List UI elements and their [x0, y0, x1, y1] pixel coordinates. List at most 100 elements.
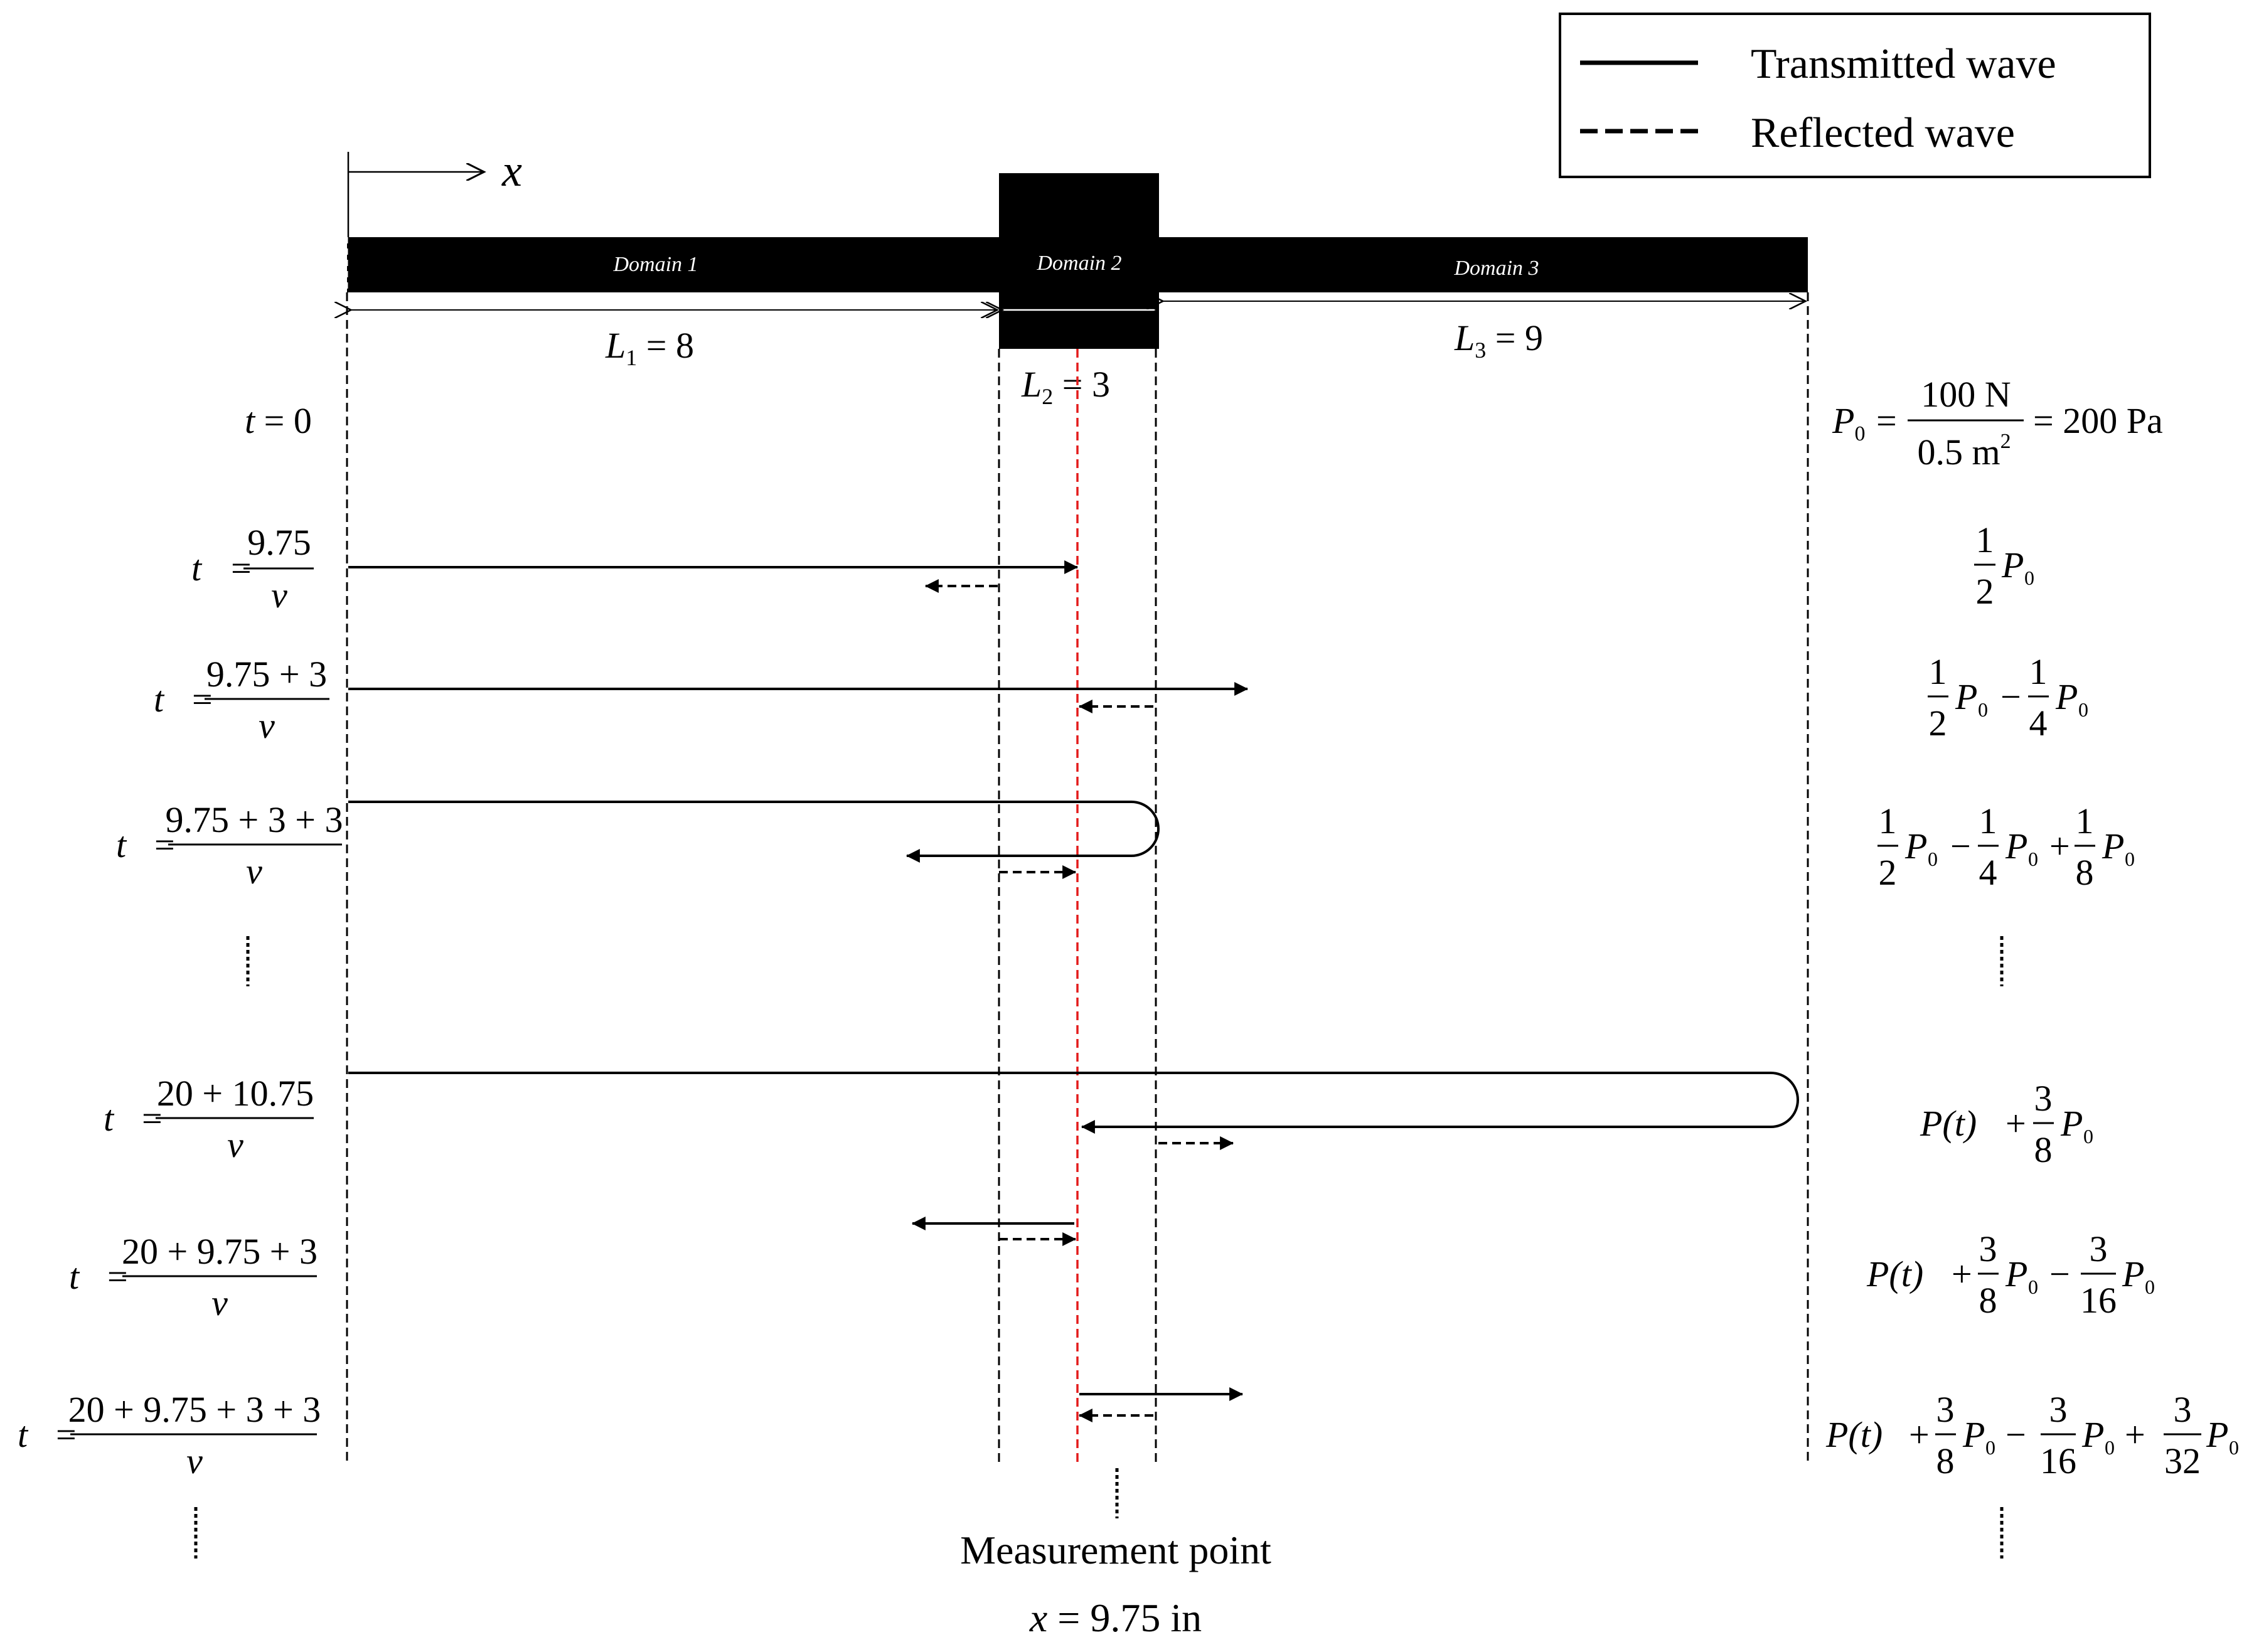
svg-text:v: v [211, 1282, 228, 1323]
legend: Transmitted wave Reflected wave [1559, 13, 2151, 178]
svg-text:P: P [2206, 1414, 2228, 1455]
transmitted-reflected-loop [348, 801, 1160, 863]
svg-text:0: 0 [1978, 698, 1988, 721]
pressure-row-4: 1 2 P 0 − 1 4 P 0 + 1 8 P 0 [1877, 801, 2135, 893]
svg-text:2: 2 [1976, 571, 1994, 612]
svg-text:P: P [2060, 1103, 2083, 1144]
legend-reflected-label: Reflected wave [1751, 109, 2015, 156]
boundary-lines [346, 292, 1809, 1466]
svg-text:P: P [2005, 826, 2027, 866]
svg-text:0: 0 [1985, 1436, 1995, 1459]
pressure-row-2: 1 2 P 0 [1974, 520, 2034, 612]
dimension-lines [350, 301, 1805, 310]
svg-text:t: t [18, 1414, 29, 1455]
svg-text:1: 1 [1929, 651, 1947, 692]
svg-text:0: 0 [2145, 1276, 2155, 1298]
domain-2-block [999, 173, 1159, 349]
transmitted-reflected-loop [348, 1072, 1799, 1134]
svg-text:9.75 + 3: 9.75 + 3 [206, 654, 327, 695]
svg-text:0: 0 [2105, 1436, 2115, 1459]
domain-bar: Domain 1 Domain 2 Domain 3 [346, 173, 1808, 349]
svg-text:v: v [259, 705, 275, 746]
pressure-row-3: 1 2 P 0 − 1 4 P 0 [1928, 651, 2088, 743]
svg-text:+: + [1909, 1414, 1930, 1455]
length-labels: L1 = 8 L2 = 3 L3 = 9 [605, 317, 1543, 409]
svg-text:P: P [2081, 1414, 2104, 1455]
pressure-labels: P0 = 100 N 0.5 m2 = 200 Pa 1 2 P 0 1 2 P… [1825, 374, 2239, 1481]
svg-text:0: 0 [2078, 698, 2088, 721]
svg-text:P: P [1955, 676, 1977, 717]
svg-text:3: 3 [2174, 1389, 2192, 1430]
svg-text:0.5 m2: 0.5 m2 [1917, 430, 2011, 472]
svg-text:t: t [116, 824, 127, 865]
svg-text:3: 3 [1979, 1228, 1997, 1269]
svg-text:3: 3 [1936, 1389, 1955, 1430]
svg-text:t: t [104, 1098, 115, 1139]
svg-text:1: 1 [2029, 651, 2048, 692]
svg-text:P(t): P(t) [1866, 1254, 1923, 1294]
svg-text:1: 1 [1976, 520, 1994, 560]
svg-text:1: 1 [2076, 801, 2094, 841]
svg-text:t: t [191, 548, 203, 589]
time-row-7: t = 20 + 9.75 + 3 + 3 v [18, 1389, 321, 1481]
svg-text:2: 2 [1929, 703, 1947, 743]
svg-text:P: P [2102, 826, 2124, 866]
legend-transmitted-label: Transmitted wave [1751, 40, 2056, 87]
l3-label: L3 = 9 [1454, 317, 1543, 363]
svg-text:0: 0 [1928, 848, 1938, 870]
x-axis-indicator: x [347, 146, 522, 237]
l2-label: L2 = 3 [1021, 364, 1110, 409]
svg-text:t: t [154, 679, 165, 720]
svg-text:+: + [2125, 1414, 2145, 1455]
svg-text:+: + [2049, 826, 2070, 866]
svg-text:16: 16 [2080, 1280, 2117, 1321]
svg-text:P: P [1962, 1414, 1985, 1455]
svg-text:−: − [2006, 1414, 2026, 1455]
domain-2-label: Domain 2 [1036, 252, 1121, 275]
time-row-6: t = 20 + 9.75 + 3 v [69, 1231, 318, 1323]
svg-text:P: P [2122, 1254, 2144, 1294]
time-row-5: t = 20 + 10.75 v [104, 1073, 314, 1165]
svg-text:P: P [2055, 676, 2078, 717]
svg-text:1: 1 [1879, 801, 1897, 841]
svg-text:t: t [69, 1256, 80, 1297]
svg-text:P(t): P(t) [1825, 1414, 1883, 1455]
svg-text:32: 32 [2164, 1441, 2201, 1481]
svg-text:v: v [186, 1441, 203, 1481]
time-row-4: t = 9.75 + 3 + 3 v [116, 799, 343, 892]
svg-text:v: v [271, 575, 287, 616]
time-row-2: t = 9.75 v [191, 522, 314, 616]
time-t0: t = 0 [245, 400, 312, 441]
svg-text:2: 2 [1879, 852, 1897, 893]
svg-text:P: P [2005, 1254, 2027, 1294]
svg-text:=: = [1876, 400, 1897, 441]
pressure-row-7: P(t) + 3 8 P 0 − 3 16 P 0 + 3 32 P 0 [1825, 1389, 2239, 1481]
svg-text:0: 0 [2024, 567, 2034, 589]
measurement-caption: Measurement point x = 9.75 in [960, 1528, 1271, 1640]
time-labels: t = 0 t = 9.75 v t = 9.75 + 3 v t = 9.75… [18, 400, 343, 1481]
svg-text:0: 0 [2083, 1125, 2093, 1148]
svg-text:20 + 9.75 + 3: 20 + 9.75 + 3 [122, 1231, 318, 1272]
svg-text:4: 4 [2029, 703, 2048, 743]
ellipses [194, 936, 2004, 1559]
svg-text:P: P [2001, 545, 2024, 585]
svg-text:v: v [246, 851, 262, 892]
svg-text:0: 0 [2028, 848, 2038, 870]
svg-text:9.75: 9.75 [247, 522, 311, 563]
svg-text:3: 3 [2049, 1389, 2068, 1430]
wave-arrows [348, 560, 1799, 1422]
svg-text:3: 3 [2090, 1228, 2108, 1269]
domain-3-label: Domain 3 [1453, 257, 1539, 280]
p0-definition: P0 = 100 N 0.5 m2 = 200 Pa [1832, 374, 2163, 472]
svg-text:−: − [1950, 826, 1971, 866]
svg-text:0: 0 [2028, 1276, 2038, 1298]
svg-text:−: − [2049, 1254, 2070, 1294]
svg-text:20 + 10.75: 20 + 10.75 [157, 1073, 314, 1114]
svg-text:1: 1 [1979, 801, 1997, 841]
svg-text:9.75 + 3 + 3: 9.75 + 3 + 3 [166, 799, 343, 840]
svg-text:P0: P0 [1832, 400, 1865, 445]
svg-text:+: + [2006, 1103, 2026, 1144]
svg-text:0: 0 [2125, 848, 2135, 870]
